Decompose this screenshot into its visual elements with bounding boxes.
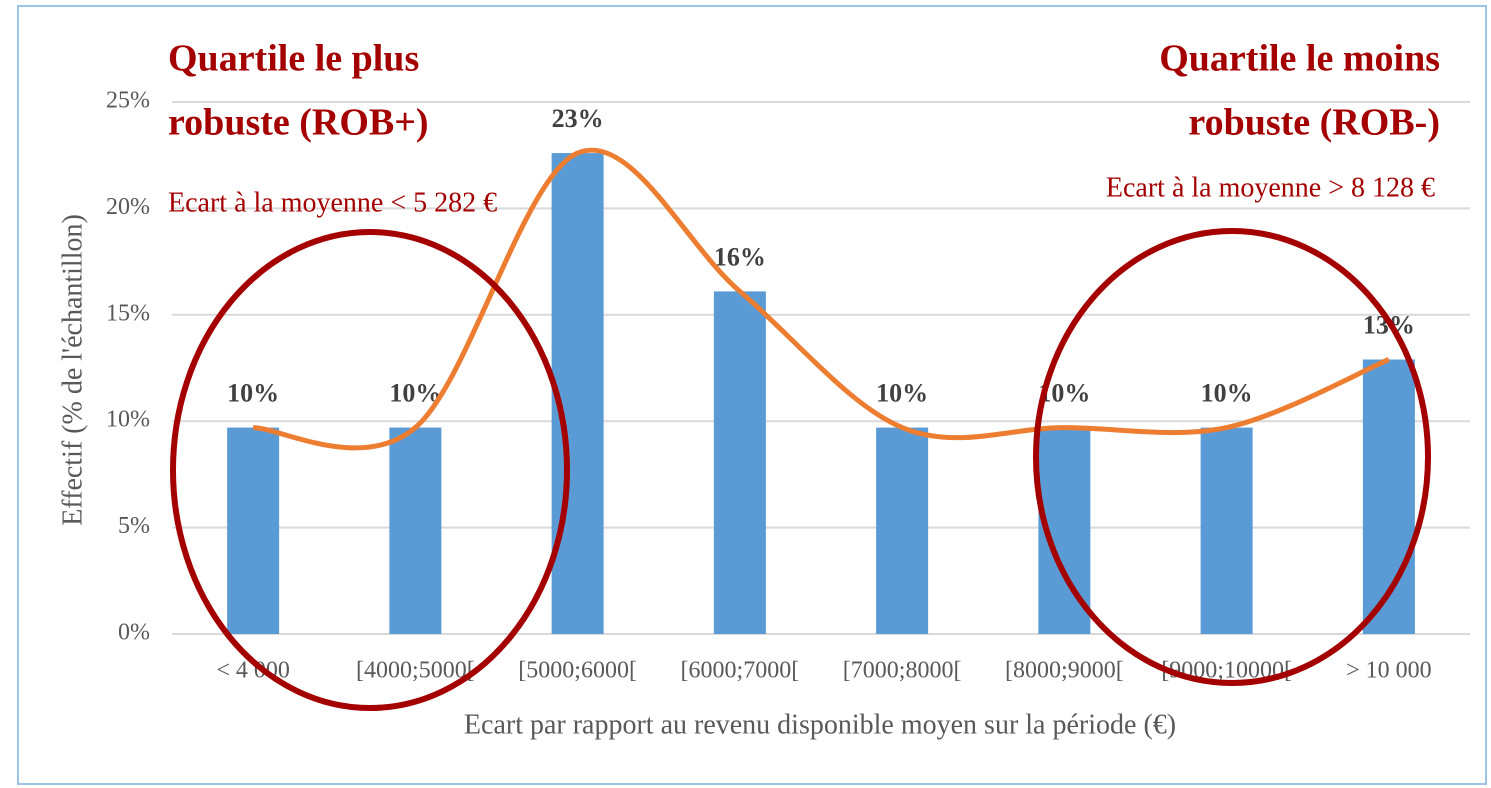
x-tick-label: [4000;5000[ [356, 658, 475, 684]
highlight-ellipse [170, 229, 570, 711]
annotation-text: Ecart à la moyenne > 8 128 € [1106, 172, 1435, 203]
bar [1200, 427, 1253, 634]
annotation-title: robuste (ROB-) [1188, 102, 1440, 144]
frame [17, 5, 1487, 785]
bar [713, 291, 766, 634]
bar [551, 153, 604, 634]
x-axis-title: Ecart par rapport au revenu disponible m… [464, 709, 1176, 740]
annotation-title: Quartile le plus [168, 38, 419, 80]
y-tick-label: 25% [106, 88, 150, 114]
annotation-title: robuste (ROB+) [168, 102, 429, 144]
marks: 10% 10%23%16%10% 10% 10%13% [227, 104, 1415, 634]
x-tick-label: [6000;7000[ [681, 658, 800, 684]
bar [876, 427, 929, 634]
overlay [170, 228, 1431, 711]
annotation-text: Ecart à la moyenne < 5 282 € [168, 187, 497, 218]
x-tick-label: [7000;8000[ [843, 658, 962, 684]
y-tick-label: 15% [106, 300, 150, 326]
bar [227, 427, 280, 634]
y-axis-title: Effectif (% de l'échantillon) [57, 214, 88, 526]
x-tick-label: > 10 000 [1346, 658, 1432, 684]
y-tick-label: 20% [106, 194, 150, 220]
value-label: 10% [227, 379, 279, 408]
annotation-title: Quartile le moins [1159, 38, 1440, 80]
y-tick-label: 5% [118, 513, 150, 539]
value-label: 23% [552, 104, 604, 133]
value-label: 16% [714, 242, 766, 271]
x-tick-label: [8000;9000[ [1005, 658, 1124, 684]
value-label: 10% [389, 379, 441, 408]
y-tick-label: 10% [106, 407, 150, 433]
grid: 0%5%10%15%20%25%< 4 000 [4000;5000[[5000;… [106, 88, 1470, 684]
value-label: 10% [1201, 379, 1253, 408]
trend-line [252, 147, 1390, 451]
value-label: 10% [876, 379, 928, 408]
y-tick-label: 0% [118, 620, 150, 646]
x-tick-label: [5000;6000[ [518, 658, 637, 684]
highlight-ellipse [1033, 228, 1431, 686]
bar [389, 427, 442, 634]
